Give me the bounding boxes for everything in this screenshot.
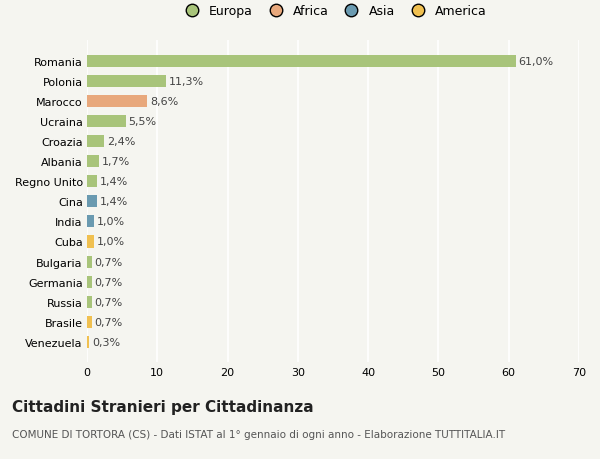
Bar: [87, 116, 125, 128]
Text: 1,0%: 1,0%: [97, 237, 125, 247]
Bar: [87, 156, 99, 168]
Bar: [87, 276, 92, 288]
Text: 1,0%: 1,0%: [97, 217, 125, 227]
Text: 1,7%: 1,7%: [102, 157, 130, 167]
Text: 5,5%: 5,5%: [128, 117, 157, 127]
Text: 2,4%: 2,4%: [107, 137, 135, 147]
Bar: [87, 296, 92, 308]
Text: 1,4%: 1,4%: [100, 177, 128, 187]
Bar: [87, 216, 94, 228]
Text: Cittadini Stranieri per Cittadinanza: Cittadini Stranieri per Cittadinanza: [12, 399, 314, 414]
Bar: [87, 316, 92, 328]
Text: 0,7%: 0,7%: [95, 277, 123, 287]
Text: 0,7%: 0,7%: [95, 317, 123, 327]
Bar: [87, 236, 94, 248]
Bar: [87, 136, 104, 148]
Bar: [87, 176, 97, 188]
Text: COMUNE DI TORTORA (CS) - Dati ISTAT al 1° gennaio di ogni anno - Elaborazione TU: COMUNE DI TORTORA (CS) - Dati ISTAT al 1…: [12, 429, 505, 439]
Legend: Europa, Africa, Asia, America: Europa, Africa, Asia, America: [176, 3, 490, 21]
Bar: [87, 256, 92, 268]
Text: 8,6%: 8,6%: [150, 97, 179, 107]
Text: 1,4%: 1,4%: [100, 197, 128, 207]
Bar: [87, 196, 97, 208]
Bar: [87, 56, 516, 68]
Text: 0,3%: 0,3%: [92, 337, 120, 347]
Text: 0,7%: 0,7%: [95, 297, 123, 307]
Text: 11,3%: 11,3%: [169, 77, 205, 87]
Bar: [87, 96, 148, 108]
Bar: [87, 336, 89, 348]
Text: 0,7%: 0,7%: [95, 257, 123, 267]
Text: 61,0%: 61,0%: [518, 57, 554, 67]
Bar: [87, 76, 166, 88]
